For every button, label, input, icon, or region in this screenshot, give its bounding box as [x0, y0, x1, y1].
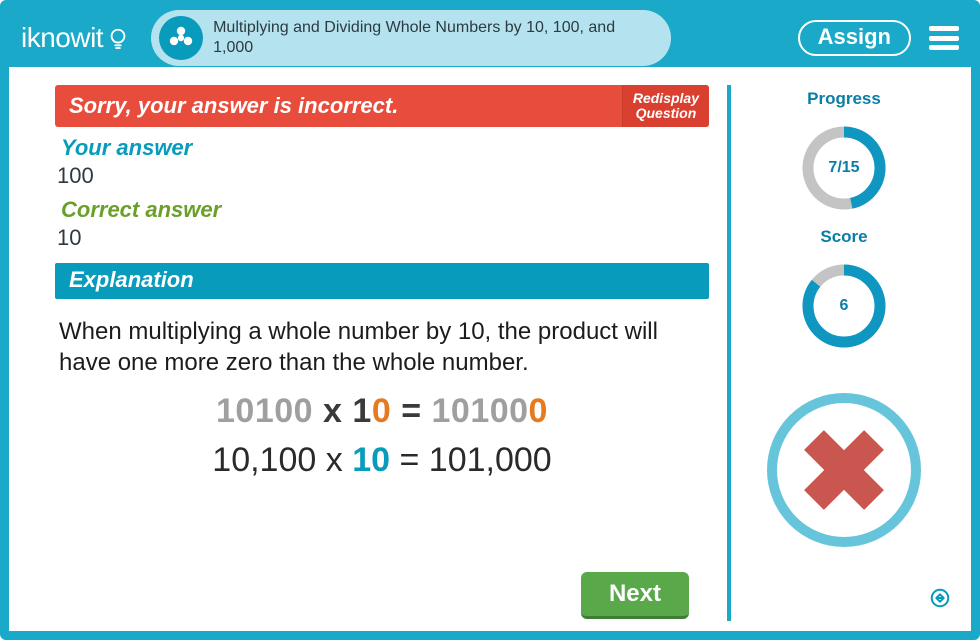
redisplay-line2: Question	[633, 106, 699, 121]
redisplay-line1: Redisplay	[633, 91, 699, 106]
explanation-text: When multiplying a whole number by 10, t…	[55, 317, 709, 378]
eq1-mid-orange: 0	[372, 392, 391, 430]
eq1-equals: =	[401, 392, 421, 430]
assign-button[interactable]: Assign	[798, 20, 911, 56]
feedback-banner: Sorry, your answer is incorrect. Redispl…	[55, 85, 709, 127]
brand-logo[interactable]: iknowit	[21, 22, 129, 54]
eq2-right: 101,000	[429, 441, 552, 479]
next-button[interactable]: Next	[581, 572, 689, 619]
sidebar: Progress 7/15 Score 6	[727, 85, 957, 621]
lesson-title-pill: Multiplying and Dividing Whole Numbers b…	[151, 10, 671, 66]
equation-line-2: 10,100 x 10 = 101,000	[55, 441, 709, 480]
eq1-mid-dark: 1	[352, 392, 371, 430]
progress-label: Progress	[807, 89, 881, 109]
incorrect-feedback-icon	[767, 393, 921, 547]
expand-icon[interactable]	[929, 587, 951, 609]
eq1-left: 10100	[216, 392, 313, 430]
lesson-title: Multiplying and Dividing Whole Numbers b…	[213, 18, 643, 58]
eq2-left: 10,100	[212, 441, 316, 479]
your-answer-value: 100	[55, 163, 709, 189]
feedback-message: Sorry, your answer is incorrect.	[55, 85, 622, 127]
eq1-operator: x	[323, 392, 342, 430]
score-label: Score	[820, 227, 867, 247]
your-answer-label: Your answer	[55, 135, 709, 161]
correct-answer-value: 10	[55, 225, 709, 251]
progress-value: 7/15	[799, 123, 889, 213]
explanation-header: Explanation	[55, 263, 709, 299]
menu-icon[interactable]	[929, 26, 959, 50]
eq2-operator: x	[326, 441, 343, 479]
score-value: 6	[799, 261, 889, 351]
equation-line-1: 10100 x 10 = 101000	[55, 392, 709, 431]
eq1-right-prefix: 10100	[432, 392, 529, 430]
correct-answer-label: Correct answer	[55, 197, 709, 223]
score-ring: 6	[799, 261, 889, 351]
eq1-right-suffix: 0	[529, 392, 548, 430]
bulb-icon	[107, 27, 129, 49]
lesson-icon	[159, 16, 203, 60]
progress-ring: 7/15	[799, 123, 889, 213]
eq2-ten: 10	[352, 441, 390, 479]
redisplay-question-button[interactable]: Redisplay Question	[622, 85, 709, 127]
top-bar: iknowit Multiplying and Dividing Whole N…	[9, 9, 971, 67]
brand-name: iknowit	[21, 22, 103, 54]
eq2-equals: =	[399, 441, 419, 479]
